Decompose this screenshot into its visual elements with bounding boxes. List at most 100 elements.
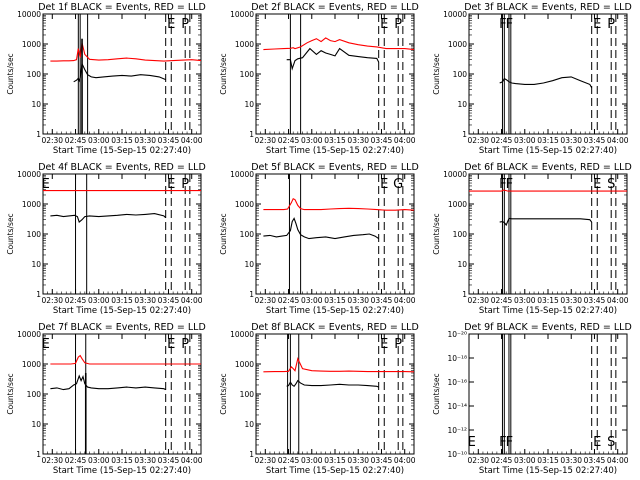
event-marker-label: E [468,435,476,450]
chart-panel-6: Det 6f BLACK = Events, RED = LLD 1 10 100 10… [432,162,632,316]
y-axis-label: Counts/sec [6,373,15,414]
y-axis-label: Counts/sec [219,53,228,94]
y-tick-label: 10⁻¹⁰ [447,450,467,459]
x-tick-label: 03:45 [584,456,606,465]
y-tick-label: 100 [27,70,42,79]
x-tick-label: 03:15 [324,296,346,305]
x-tick-label: 03:45 [158,296,180,305]
x-tick-label: 03:30 [347,296,369,305]
event-marker-label: P [607,17,615,32]
x-tick-label: 02:45 [278,296,300,305]
y-tick-label: 100 [27,230,42,239]
chart-panel-1: Det 1f BLACK = Events, RED = LLD 1 10 100 10… [6,2,206,156]
chart-title: Det 6f BLACK = Events, RED = LLD [464,162,632,173]
x-tick-label: 03:15 [537,296,559,305]
x-tick-label: 02:45 [278,456,300,465]
plot-frame [42,173,202,295]
event-rate-line [50,213,167,224]
x-tick-label: 04:00 [394,296,416,305]
event-marker-label: E [167,337,175,352]
x-tick-label: 04:00 [607,456,629,465]
x-tick-label: 02:45 [65,296,87,305]
y-tick-label: 1000 [235,360,254,369]
y-tick-label: 1 [462,290,467,299]
event-rate-line [263,217,380,240]
plot-frame [255,333,415,455]
x-tick-label: 03:45 [584,136,606,145]
y-tick-label: 10000 [443,170,467,179]
y-tick-label: 10 [457,260,467,269]
y-axis-label: Counts/sec [219,373,228,414]
event-marker-label: P [181,337,189,352]
event-marker-label: F [506,17,513,32]
event-marker-label: P [181,177,189,192]
event-marker-label: E [593,17,601,32]
x-tick-label: 04:00 [607,136,629,145]
y-tick-label: 10⁻²⁰ [447,330,467,339]
x-tick-label: 02:30 [41,296,63,305]
lld-rate-line [50,354,201,365]
x-tick-label: 02:45 [65,136,87,145]
plot-frame [468,13,628,135]
x-tick-label: 03:45 [371,136,393,145]
event-marker-label: E [593,435,601,450]
chart-title: Det 7f BLACK = Events, RED = LLD [38,322,206,333]
x-tick-label: 04:00 [607,296,629,305]
chart-panel-4: Det 4f BLACK = Events, RED = LLD 1 10 100 10… [6,162,206,316]
lld-rate-line [263,197,415,211]
x-tick-label: 02:30 [254,456,276,465]
event-marker-label: E [167,17,175,32]
x-tick-label: 03:15 [111,296,133,305]
event-rate-line [499,217,593,227]
chart-panel-9: Det 9f BLACK = Events, RED = LLD 10⁻¹⁰ 10⁻… [432,322,632,476]
event-marker-label: F [506,435,513,450]
y-tick-label: 10⁻¹⁴ [447,402,467,411]
x-tick-label: 03:30 [347,136,369,145]
chart-panel-8: Det 8f BLACK = Events, RED = LLD 1 10 100 10… [219,322,419,476]
event-marker-label: E [593,177,601,192]
x-axis-label: Start Time (15-Sep-15 02:27:40) [479,466,617,476]
x-tick-label: 04:00 [394,136,416,145]
chart-title: Det 9f BLACK = Events, RED = LLD [464,322,632,333]
y-tick-label: 1 [36,130,41,139]
lld-rate-line [50,42,202,62]
x-tick-label: 02:45 [278,136,300,145]
x-tick-label: 02:45 [491,296,513,305]
y-axis-label: Counts/sec [432,53,441,94]
x-tick-label: 03:15 [537,136,559,145]
x-tick-label: 02:30 [41,456,63,465]
x-tick-label: 03:30 [134,136,156,145]
y-tick-label: 100 [453,70,468,79]
y-axis-label: Counts/sec [6,213,15,254]
x-tick-label: 03:30 [560,456,582,465]
y-tick-label: 100 [240,230,255,239]
y-tick-label: 10000 [230,330,254,339]
x-tick-label: 03:15 [111,456,133,465]
x-tick-label: 02:30 [467,456,489,465]
y-tick-label: 10⁻¹⁸ [447,354,467,363]
event-rate-line [73,61,166,83]
y-tick-label: 10000 [17,10,41,19]
y-tick-label: 10 [31,420,41,429]
y-tick-label: 100 [453,230,468,239]
event-marker-label: F [499,17,506,32]
x-tick-label: 03:45 [584,296,606,305]
x-tick-label: 03:30 [560,296,582,305]
x-tick-label: 03:15 [324,456,346,465]
y-tick-label: 1 [249,450,254,459]
x-tick-label: 03:30 [134,456,156,465]
event-marker-label: S [607,177,615,192]
y-tick-label: 1000 [22,360,41,369]
y-tick-label: 10000 [17,170,41,179]
x-tick-label: 04:00 [181,136,203,145]
x-axis-label: Start Time (15-Sep-15 02:27:40) [266,146,404,156]
x-axis-label: Start Time (15-Sep-15 02:27:40) [266,466,404,476]
y-tick-label: 10000 [230,10,254,19]
x-axis-label: Start Time (15-Sep-15 02:27:40) [479,306,617,316]
y-tick-label: 100 [27,390,42,399]
event-marker-label: E [380,17,388,32]
x-tick-label: 03:00 [88,136,110,145]
x-tick-label: 03:15 [324,136,346,145]
x-tick-label: 04:00 [181,296,203,305]
x-tick-label: 03:00 [514,136,536,145]
